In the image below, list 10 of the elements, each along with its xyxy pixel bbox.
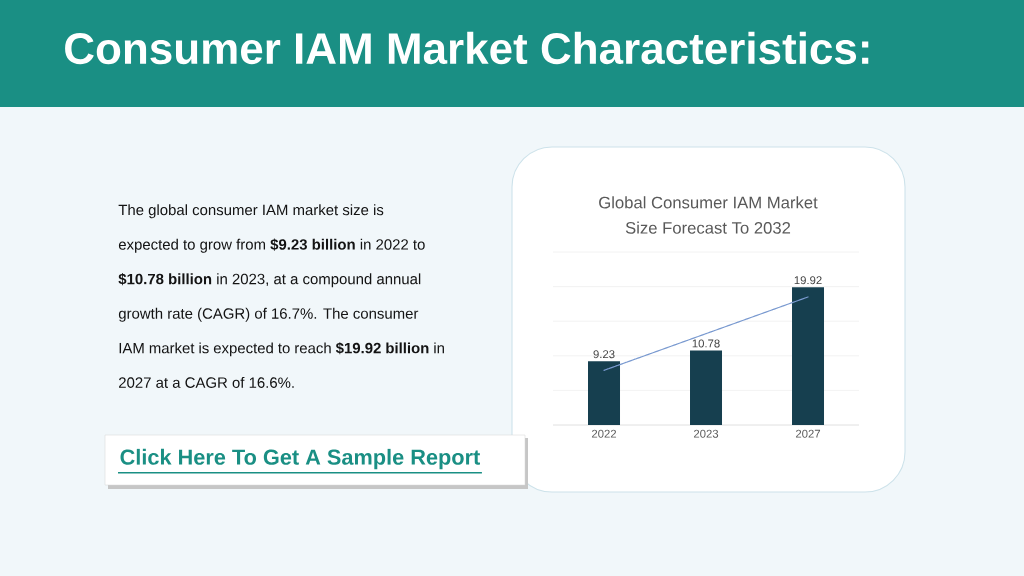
data-label: 19.92 <box>794 276 822 285</box>
data-label: 10.78 <box>692 339 720 348</box>
text: The global consumer IAM market size is expected to grow from $9.23 billion in 2022 to $10.78 billion in 2023, at a compound annual growth rate (CAGR) of 16.7%. The consumer IAM market is expected to reach $19.92 billion in 2027 at a CAGR of 16.6%. <box>118 204 444 388</box>
x-tick-label: 2023 <box>693 429 719 438</box>
x-tick-label: 2027 <box>795 429 821 438</box>
text: Consumer IAM Market Characteristics: <box>65 31 869 65</box>
text: Click Here To Get A Sample Report <box>120 448 480 470</box>
data-label: 9.23 <box>593 350 615 359</box>
x-tick-label: 2022 <box>591 429 617 438</box>
chart-title: Global Consumer IAM Market Size Forecast To 2032 <box>599 196 818 234</box>
